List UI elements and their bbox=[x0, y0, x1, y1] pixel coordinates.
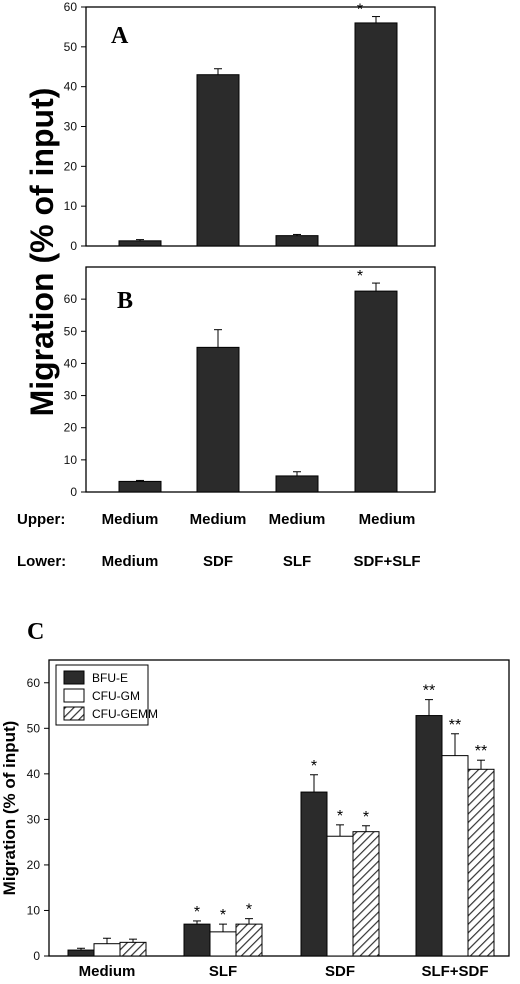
panel-b-bar bbox=[275, 475, 319, 493]
panel-c-bar bbox=[67, 949, 95, 957]
panel-c-bar bbox=[119, 941, 147, 957]
legend-label-cfu-gemm: CFU-GEMM bbox=[92, 707, 158, 721]
panel-a-y-tick-label: 0 bbox=[70, 239, 77, 253]
legend-swatch-bfu-e bbox=[63, 670, 85, 685]
panel-a-y-tick-label: 40 bbox=[64, 80, 78, 94]
panel-c-y-tick-label: 50 bbox=[27, 721, 41, 735]
panel-b-y-tick-label: 60 bbox=[64, 292, 78, 306]
upper-category-label: Medium bbox=[359, 511, 416, 528]
panel-c-bar bbox=[415, 715, 443, 957]
lower-row-label: Lower: bbox=[17, 553, 66, 570]
upper-row-label: Upper: bbox=[17, 511, 65, 528]
ab-y-axis-label: Migration (% of input) bbox=[24, 88, 60, 417]
legend-swatch-cfu-gm bbox=[63, 688, 85, 703]
panel-c-y-tick-label: 60 bbox=[27, 676, 41, 690]
panel-c-y-tick-label: 10 bbox=[27, 903, 41, 917]
panel-c-bar bbox=[352, 831, 380, 957]
panel-c-significance-star: * bbox=[311, 758, 317, 775]
panel-c-label: C bbox=[27, 619, 44, 645]
panel-b-frame bbox=[85, 266, 436, 493]
lower-category-label: SDF+SLF bbox=[353, 553, 420, 570]
panel-a-y-tick-label: 50 bbox=[64, 40, 78, 54]
panel-c-bar bbox=[441, 755, 469, 957]
panel-c-significance-star: * bbox=[363, 809, 369, 826]
panel-a-marks: 0 10 20 30 40 50 60 * bbox=[64, 0, 398, 253]
panel-c-y-tick-label: 20 bbox=[27, 858, 41, 872]
panel-c-category-label: Medium bbox=[79, 963, 136, 980]
panel-c-significance-star: * bbox=[246, 902, 252, 919]
panel-b-bar bbox=[196, 346, 240, 493]
panel-c-bar bbox=[183, 923, 211, 957]
panel-a-y-tick-label: 60 bbox=[64, 0, 78, 14]
legend: BFU-E CFU-GM CFU-GEMM bbox=[55, 664, 158, 726]
legend-label-bfu-e: BFU-E bbox=[92, 671, 128, 685]
panel-b-bar bbox=[118, 480, 162, 493]
panel-b-y-tick-label: 50 bbox=[64, 324, 78, 338]
panel-c-y-tick-label: 0 bbox=[33, 949, 40, 963]
upper-category-label: Medium bbox=[269, 511, 326, 528]
lower-category-label: Medium bbox=[102, 553, 159, 570]
legend-swatch-cfu-gemm bbox=[63, 706, 85, 721]
c-y-axis-label: Migration (% of input) bbox=[0, 721, 19, 896]
panel-c-significance-star: * bbox=[220, 907, 226, 924]
panel-b-marks: 0 10 20 30 40 50 60 * Medium Medium Medium Medium Me… bbox=[64, 268, 421, 570]
panel-c-significance-star: * bbox=[194, 904, 200, 921]
panel-a-y-tick-label: 30 bbox=[64, 120, 78, 134]
legend-label-cfu-gm: CFU-GM bbox=[92, 689, 140, 703]
panel-c-bar bbox=[93, 943, 121, 957]
panel-a-label: A bbox=[111, 23, 129, 49]
panel-a-bar bbox=[275, 235, 319, 247]
panel-b-y-tick-label: 40 bbox=[64, 356, 78, 370]
panel-c-bar bbox=[326, 835, 354, 957]
panel-a-y-tick-label: 20 bbox=[64, 159, 78, 173]
panel-c-y-tick-label: 30 bbox=[27, 812, 41, 826]
panel-c-category-label: SDF bbox=[325, 963, 355, 980]
panel-c-bar bbox=[209, 931, 237, 957]
panel-c-significance-star: * bbox=[337, 808, 343, 825]
panel-c-y-tick-label: 40 bbox=[27, 767, 41, 781]
panel-a-bar bbox=[118, 240, 162, 247]
panel-b-y-tick-label: 20 bbox=[64, 421, 78, 435]
panel-b-y-tick-label: 30 bbox=[64, 389, 78, 403]
panel-c-significance-star: ** bbox=[423, 683, 435, 700]
panel-b-significance-star: * bbox=[357, 268, 363, 285]
panel-a-bar bbox=[196, 74, 240, 247]
panel-c-category-label: SLF bbox=[209, 963, 237, 980]
panel-b-bar bbox=[354, 290, 398, 493]
panel-a-y-tick-label: 10 bbox=[64, 199, 78, 213]
panel-b-y-tick-label: 10 bbox=[64, 453, 78, 467]
panel-c-bar bbox=[467, 768, 495, 957]
panel-c-significance-star: ** bbox=[449, 717, 461, 734]
panel-c-bar bbox=[300, 791, 328, 957]
panel-c-frame bbox=[48, 659, 510, 957]
panel-c-significance-star: ** bbox=[475, 743, 487, 760]
upper-category-label: Medium bbox=[190, 511, 247, 528]
lower-category-label: SDF bbox=[203, 553, 233, 570]
panel-c-category-label: SLF+SDF bbox=[421, 963, 488, 980]
panel-b-y-tick-label: 0 bbox=[70, 485, 77, 499]
upper-category-label: Medium bbox=[102, 511, 159, 528]
panel-b-label: B bbox=[117, 288, 133, 314]
lower-category-label: SLF bbox=[283, 553, 311, 570]
panel-a-significance-star: * bbox=[357, 2, 363, 19]
panel-c-bar bbox=[235, 923, 263, 957]
panel-a-bar bbox=[354, 22, 398, 247]
